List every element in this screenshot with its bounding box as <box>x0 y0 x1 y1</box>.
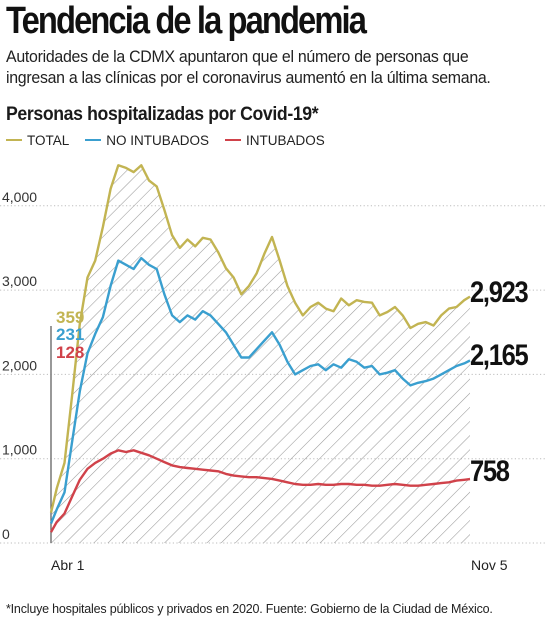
start-label-no-intubados: 231 <box>56 325 84 344</box>
y-tick-label: 4,000 <box>2 189 37 205</box>
start-label-intubados: 128 <box>56 343 84 362</box>
legend-item-intubados: INTUBADOS <box>225 133 325 148</box>
footnote: *Incluye hospitales públicos y privados … <box>6 602 493 616</box>
end-label-no-intubados: 2,165 <box>470 338 528 371</box>
legend-swatch-no-intubados <box>85 139 102 141</box>
legend-item-total: TOTAL <box>6 133 69 148</box>
legend-label-total: TOTAL <box>27 132 70 148</box>
y-tick-label: 1,000 <box>2 442 37 458</box>
x-tick-label: Nov 5 <box>471 557 508 573</box>
legend-label-intubados: INTUBADOS <box>246 132 325 148</box>
series-line-total <box>49 164 471 513</box>
y-tick-label: 2,000 <box>2 357 37 373</box>
legend: TOTAL NO INTUBADOS INTUBADOS <box>6 131 341 149</box>
start-label-total: 359 <box>56 308 84 327</box>
x-tick-label: Abr 1 <box>51 557 85 573</box>
end-label-intubados: 758 <box>470 454 510 487</box>
series-line-no-intubados <box>49 256 471 524</box>
series-line-intubados <box>49 449 471 533</box>
dek-text: Autoridades de la CDMX apuntaron que el … <box>6 47 491 87</box>
total-area-hatch <box>51 165 470 544</box>
y-tick-label: 0 <box>2 526 10 542</box>
legend-label-no-intubados: NO INTUBADOS <box>106 132 210 148</box>
legend-item-no-intubados: NO INTUBADOS <box>85 133 209 148</box>
end-label-total: 2,923 <box>470 275 528 308</box>
chart-title: Personas hospitalizadas por Covid-19* <box>6 104 319 125</box>
legend-swatch-intubados <box>225 139 242 141</box>
legend-swatch-total <box>6 139 22 141</box>
y-tick-label: 3,000 <box>2 273 37 289</box>
headline: Tendencia de la pandemia <box>6 0 367 42</box>
